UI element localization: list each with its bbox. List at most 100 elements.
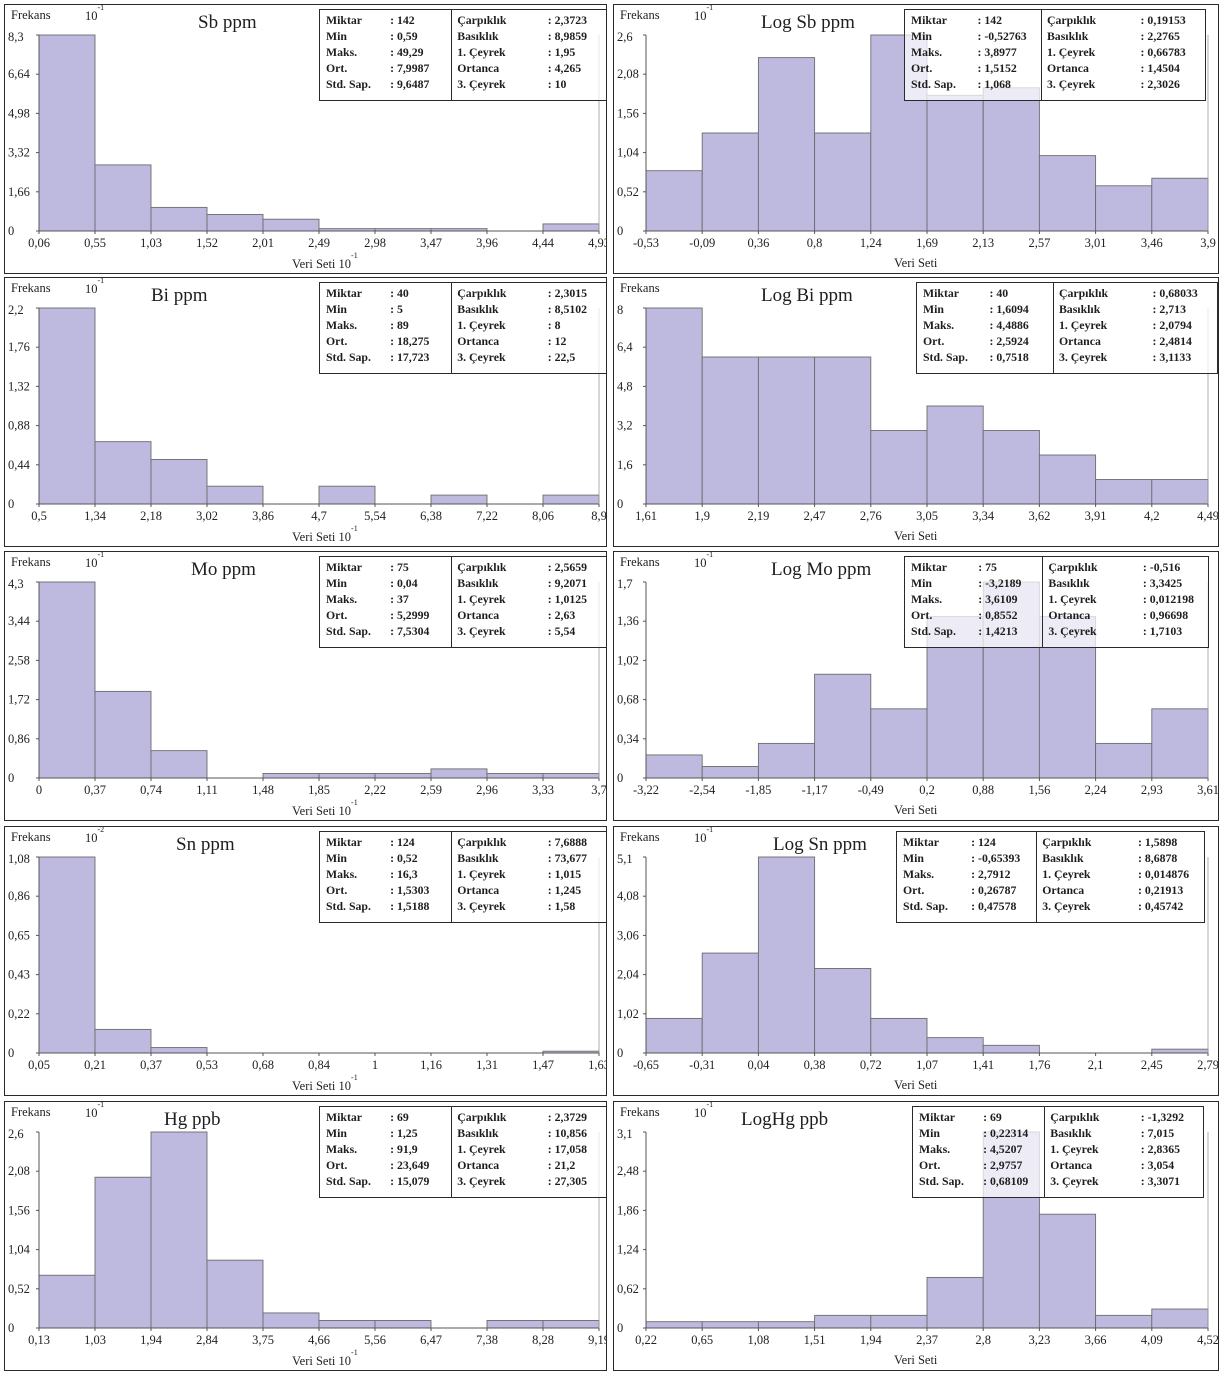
- x-tick-label: 1,63: [588, 1058, 607, 1072]
- x-tick-label: 0,68: [252, 1058, 274, 1072]
- statistics-box: Miktar Min Maks. Ort. Std. Sap.: 69: 0,22314…: [912, 1106, 1204, 1198]
- stat-label: 3. Çeyrek: [457, 1174, 506, 1188]
- x-tick-label: 2,98: [364, 236, 386, 250]
- stats-divider: [451, 10, 453, 100]
- stat-label: Maks.: [923, 318, 955, 332]
- stat-label: Basıklık: [457, 851, 499, 865]
- histogram-bar: [150, 459, 208, 505]
- y-scale-base: 10: [85, 831, 98, 846]
- y-tick-label: 1,7: [617, 577, 633, 591]
- y-tick-label: 0: [8, 771, 14, 785]
- stat-label: Ortanca: [457, 334, 500, 348]
- stat-value: : -0,52763: [977, 29, 1027, 43]
- y-tick-label: 1,02: [617, 653, 639, 667]
- stat-value: : 1,015: [547, 867, 582, 881]
- stat-value: : 0,96698: [1142, 608, 1189, 622]
- stat-label: Ort.: [326, 1158, 348, 1172]
- stat-label: Min: [326, 302, 347, 316]
- x-tick-label: 2,84: [196, 1333, 219, 1347]
- histogram-panel-8: 0 1,02 2,04 3,06 4,08 5,1 -0,65 -0,31 0,04 0,38 0,…: [613, 826, 1219, 1096]
- stat-label: Ort.: [326, 883, 348, 897]
- y-scale-base: 10: [85, 282, 98, 297]
- x-tick-label: 0,65: [691, 1333, 713, 1347]
- x-tick-label: 8,06: [532, 509, 554, 523]
- stat-value: : 4,5207: [983, 1142, 1023, 1156]
- stats-labels-left: Miktar Min Maks. Ort. Std. Sap.: [326, 1109, 371, 1189]
- x-axis-label: Veri Seti: [894, 1078, 937, 1093]
- stat-label: Çarpıklık: [1042, 835, 1092, 849]
- stats-divider: [1040, 10, 1042, 100]
- stat-value: : 2,713: [1152, 302, 1186, 316]
- x-tick-label: 0,88: [972, 783, 994, 797]
- statistics-box: Miktar Min Maks. Ort. Std. Sap.: 75: 0,04: 3…: [319, 556, 606, 648]
- x-tick-label: 4,52: [1197, 1333, 1219, 1347]
- x-tick-label: 0,37: [140, 1058, 162, 1072]
- stat-label: Miktar: [326, 560, 363, 574]
- stat-label: Miktar: [903, 835, 940, 849]
- stat-label: 3. Çeyrek: [1042, 899, 1091, 913]
- x-tick-label: 2,18: [140, 509, 162, 523]
- x-tick-label: 0,8: [807, 236, 823, 250]
- stats-labels-left: Miktar Min Maks. Ort. Std. Sap.: [919, 1109, 964, 1189]
- histogram-bar: [150, 1131, 208, 1329]
- x-tick-label: 4,09: [1141, 1333, 1163, 1347]
- frequency-label: Frekans: [11, 555, 51, 569]
- stat-value: : 0,014876: [1138, 867, 1190, 881]
- x-tick-label: 1,31: [476, 1058, 498, 1072]
- x-tick-label: 2,76: [860, 509, 882, 523]
- x-axis-label: Veri Seti 10-1: [292, 798, 358, 819]
- stat-label: Çarpıklık: [1046, 13, 1097, 27]
- x-axis-label-text: Veri Seti: [894, 1078, 938, 1092]
- y-tick-label: 2,04: [617, 968, 640, 982]
- stats-labels-right: Çarpıklık Basıklık 1. Çeyrek Ortanca 3. Çeyr…: [457, 1109, 506, 1189]
- stat-label: Ortanca: [1042, 883, 1085, 897]
- x-tick-label: -0,09: [689, 236, 715, 250]
- stats-labels-right: Çarpıklık Basıklık 1. Çeyrek Ortanca 3. Çeyr…: [1042, 834, 1091, 914]
- stat-label: Ort.: [326, 61, 348, 75]
- x-tick-label: 0,22: [635, 1333, 657, 1347]
- stat-value: : 1,4213: [978, 624, 1018, 638]
- histogram-bar: [814, 673, 872, 779]
- stat-value: : 2,2765: [1140, 29, 1180, 43]
- x-tick-label: 2,8: [975, 1333, 991, 1347]
- stat-value: : 5,54: [547, 624, 576, 638]
- stat-label: Std. Sap.: [326, 624, 371, 638]
- stat-label: 3. Çeyrek: [1058, 350, 1108, 364]
- histogram-bar: [262, 1312, 320, 1329]
- stat-value: : 0,8552: [978, 608, 1018, 622]
- stat-value: : 0,45742: [1138, 899, 1184, 913]
- y-tick-label: 3,1: [617, 1127, 633, 1141]
- stat-label: Min: [326, 576, 347, 590]
- stat-label: Ortanca: [457, 883, 500, 897]
- stat-label: Miktar: [919, 1110, 956, 1124]
- stat-label: 1. Çeyrek: [1042, 867, 1091, 881]
- y-scale-factor: 10-1: [694, 827, 713, 846]
- frequency-label: Frekans: [620, 830, 660, 844]
- stat-value: : 23,649: [390, 1158, 430, 1172]
- x-tick-label: 5,56: [364, 1333, 386, 1347]
- x-tick-label: 1,9: [694, 509, 710, 523]
- stats-divider: [1052, 283, 1054, 373]
- stats-values-left: : 124: -0,65393: 2,7912: 0,26787: 0,4757…: [971, 834, 1020, 914]
- y-tick-label: 0,52: [617, 185, 639, 199]
- x-tick-label: 0,55: [84, 236, 106, 250]
- x-scale-exponent: -1: [351, 1348, 358, 1357]
- stat-label: Basıklık: [457, 1126, 499, 1140]
- x-tick-label: 0,06: [28, 236, 50, 250]
- stat-label: Maks.: [326, 867, 358, 881]
- stat-value: : 2,4814: [1152, 334, 1192, 348]
- x-tick-label: -2,54: [689, 783, 716, 797]
- stats-labels-left: Miktar Min Maks. Ort. Std. Sap.: [911, 559, 956, 639]
- stat-label: Maks.: [903, 867, 935, 881]
- histogram-bar: [1151, 708, 1209, 779]
- stat-value: : 3,3425: [1142, 576, 1183, 590]
- stat-label: Çarpıklık: [1048, 560, 1098, 574]
- frequency-label: Frekans: [620, 281, 660, 295]
- stats-labels-left: Miktar Min Maks. Ort. Std. Sap.: [326, 285, 371, 365]
- stat-value: : 89: [390, 318, 409, 332]
- stat-label: 1. Çeyrek: [457, 1142, 506, 1156]
- stat-label: Çarpıklık: [1058, 286, 1109, 300]
- histogram-bar: [701, 766, 759, 779]
- stats-labels-right: Çarpıklık Basıklık 1. Çeyrek Ortanca 3. Çeyr…: [457, 559, 506, 639]
- x-tick-label: 3,46: [1141, 236, 1163, 250]
